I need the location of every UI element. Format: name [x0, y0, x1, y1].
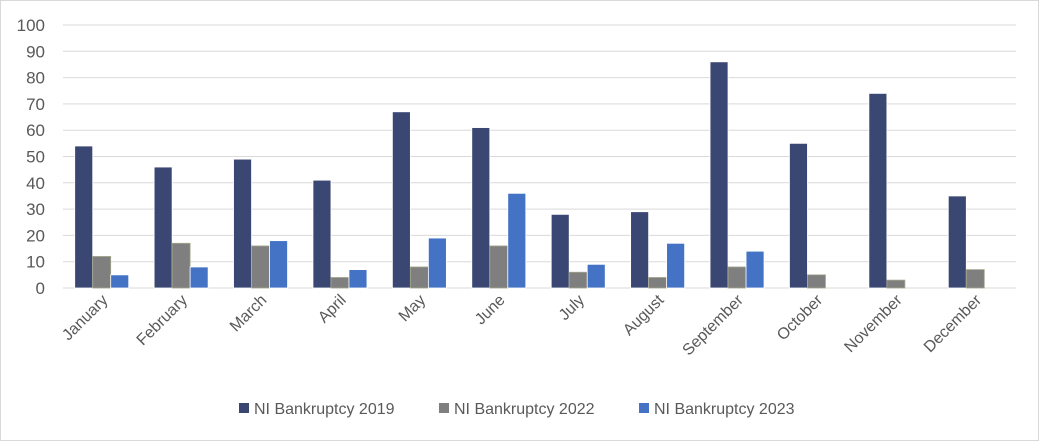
bar — [391, 111, 411, 289]
bar — [330, 277, 350, 289]
bar — [630, 211, 650, 289]
y-tick-label: 80 — [26, 69, 45, 88]
y-tick-label: 10 — [26, 253, 45, 272]
bar — [709, 61, 729, 289]
legend-swatch — [639, 403, 649, 413]
bar — [745, 250, 765, 289]
bar — [269, 240, 288, 289]
bar — [92, 256, 112, 289]
x-tick-label: September — [680, 291, 748, 359]
bar — [189, 266, 209, 289]
bar — [886, 279, 906, 289]
y-tick-label: 90 — [26, 42, 45, 61]
bar — [550, 213, 570, 289]
x-tick-label: May — [396, 292, 429, 325]
y-tick-label: 0 — [36, 279, 45, 298]
bar — [471, 127, 491, 289]
bar — [409, 266, 429, 289]
x-tick-label: April — [315, 292, 350, 327]
bar — [807, 274, 826, 289]
bar — [171, 242, 191, 289]
y-tick-label: 50 — [26, 148, 45, 167]
bar — [507, 192, 527, 289]
x-tick-label: November — [841, 291, 906, 356]
bar — [947, 195, 967, 289]
legend-swatch — [439, 403, 449, 413]
legend-label: NI Bankruptcy 2023 — [654, 401, 795, 418]
bar — [74, 145, 94, 289]
x-tick-label: January — [59, 292, 111, 344]
y-tick-label: 40 — [26, 174, 45, 193]
bar — [348, 269, 368, 289]
legend-label: NI Bankruptcy 2022 — [454, 401, 595, 418]
bar — [789, 142, 808, 289]
legend-label: NI Bankruptcy 2019 — [254, 401, 395, 418]
y-tick-label: 30 — [26, 200, 45, 219]
x-tick-label: August — [620, 291, 668, 339]
y-tick-label: 70 — [26, 95, 45, 114]
bar — [666, 242, 686, 289]
x-tick-label: June — [472, 292, 509, 329]
x-tick-label: February — [134, 292, 191, 349]
y-tick-label: 20 — [26, 226, 45, 245]
bar — [586, 263, 606, 289]
y-tick-label: 60 — [26, 121, 45, 140]
x-tick-label: July — [556, 292, 588, 324]
bar — [568, 271, 588, 289]
bar — [251, 245, 270, 289]
legend-swatch — [239, 403, 249, 413]
x-tick-label: March — [227, 292, 270, 335]
bar — [233, 158, 252, 289]
y-tick-label: 100 — [17, 16, 45, 35]
x-tick-label: October — [774, 291, 827, 344]
bar — [110, 274, 130, 289]
bar — [489, 245, 509, 289]
bar — [427, 237, 447, 289]
bar — [727, 266, 747, 289]
bar — [648, 277, 668, 289]
bar — [153, 166, 173, 289]
x-tick-label: December — [921, 291, 986, 356]
bar — [965, 269, 985, 289]
bar — [868, 92, 888, 289]
bar — [312, 179, 332, 289]
